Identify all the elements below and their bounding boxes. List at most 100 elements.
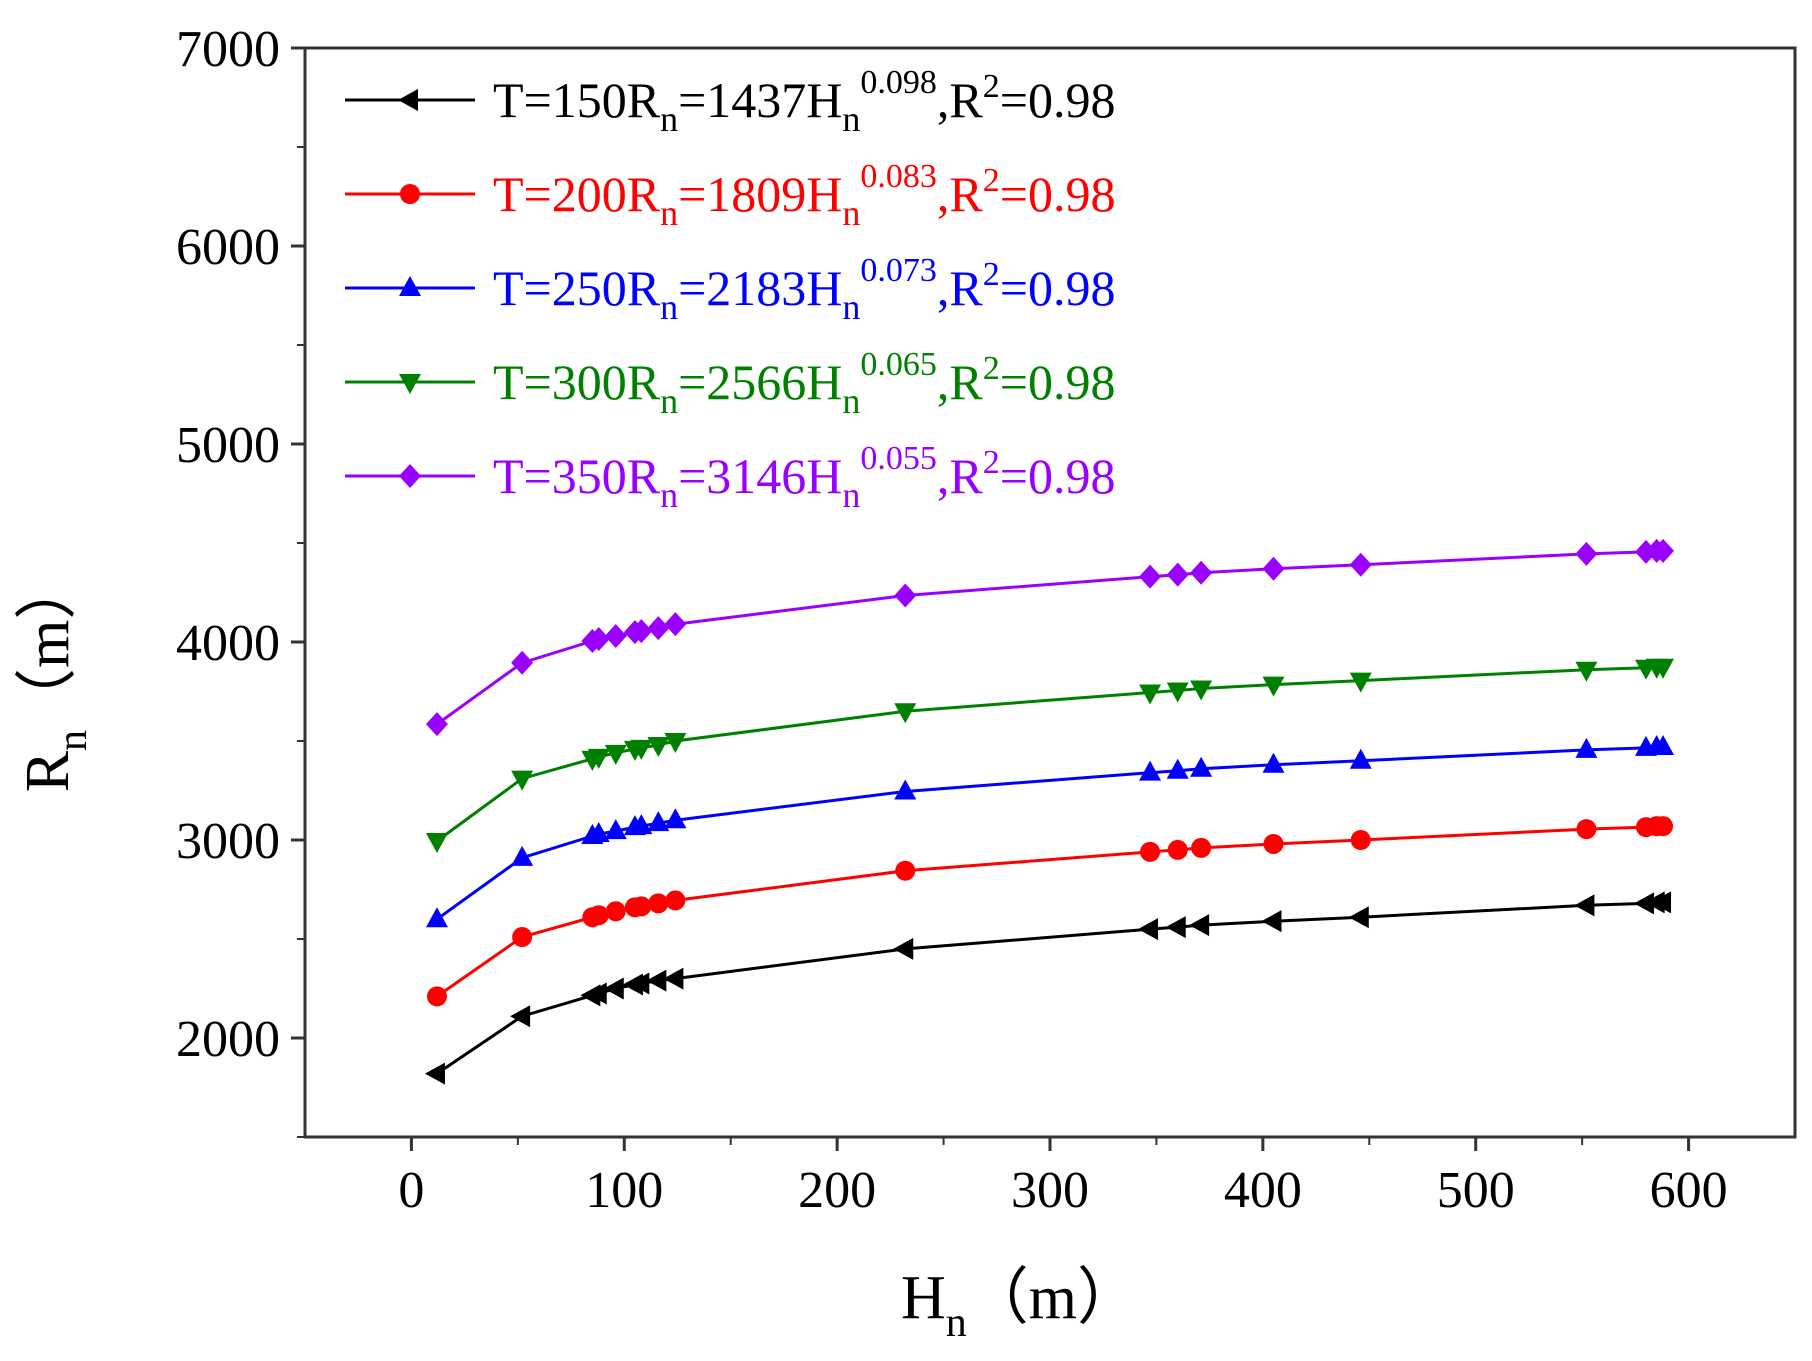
data-point xyxy=(647,736,670,757)
y-tick-label: 7000 xyxy=(176,21,280,78)
y-tick-label: 4000 xyxy=(176,615,280,672)
data-point xyxy=(1575,541,1598,566)
data-point xyxy=(511,770,534,791)
data-point xyxy=(664,808,687,829)
x-tick-label: 200 xyxy=(798,1162,876,1219)
data-point xyxy=(511,650,534,675)
data-point xyxy=(664,733,687,753)
data-point xyxy=(1139,684,1162,705)
data-point xyxy=(512,927,533,948)
data-point xyxy=(1139,760,1162,781)
series-T-350 xyxy=(425,538,1675,737)
data-point xyxy=(510,1005,531,1028)
data-point xyxy=(424,1062,445,1085)
data-point xyxy=(664,612,687,637)
series-T-150 xyxy=(424,891,1672,1085)
data-point xyxy=(1262,752,1285,773)
data-point xyxy=(1574,894,1595,917)
series-T-200 xyxy=(426,816,1674,1007)
y-axis-title: Rn（m） xyxy=(14,558,96,793)
data-point xyxy=(1575,661,1598,682)
data-point xyxy=(1261,910,1282,933)
data-point xyxy=(1190,756,1213,777)
x-tick-label: 0 xyxy=(398,1162,424,1219)
data-point xyxy=(426,986,447,1007)
data-point xyxy=(587,627,610,652)
data-point xyxy=(1165,916,1186,939)
data-point xyxy=(604,624,627,649)
legend-marker xyxy=(399,464,421,488)
data-point xyxy=(647,616,670,641)
data-point xyxy=(1350,830,1371,850)
data-point xyxy=(1138,918,1159,941)
data-point xyxy=(1190,560,1213,585)
data-point xyxy=(605,901,626,922)
data-point xyxy=(1653,816,1674,837)
legend-label: T=350Rn=3146Hn0.055,R2=0.98 xyxy=(493,440,1115,515)
data-point xyxy=(646,969,667,992)
data-point xyxy=(425,907,448,928)
legend: T=150Rn=1437Hn0.098,R2=0.98 T=200Rn=1809H… xyxy=(345,64,1115,515)
legend-label: T=200Rn=1809Hn0.083,R2=0.98 xyxy=(493,158,1115,233)
legend-item-T-250: T=250Rn=2183Hn0.073,R2=0.98 xyxy=(345,252,1115,327)
data-point xyxy=(1167,839,1188,860)
data-point xyxy=(1191,837,1212,858)
data-point xyxy=(1166,562,1189,587)
data-point xyxy=(604,819,627,840)
data-point xyxy=(586,982,607,1005)
data-point xyxy=(1140,841,1161,862)
data-point xyxy=(1349,552,1372,577)
legend-marker xyxy=(399,276,421,296)
data-point xyxy=(587,748,610,769)
data-point xyxy=(1634,892,1654,915)
data-point xyxy=(1139,564,1162,589)
data-point xyxy=(648,893,669,914)
data-point xyxy=(1575,737,1598,758)
axes: 0 100 200 300 400 500 600 2000 3000 4000 5000 6000 7… xyxy=(176,21,1797,1219)
x-axis-title: Hn（m） xyxy=(901,1264,1139,1346)
data-point xyxy=(1576,819,1597,840)
data-point xyxy=(1349,672,1372,693)
y-tick-label: 3000 xyxy=(176,813,280,870)
series-T-250 xyxy=(425,734,1675,928)
data-point xyxy=(1262,676,1285,697)
data-point xyxy=(893,937,914,960)
x-tick-label: 400 xyxy=(1224,1162,1302,1219)
data-point xyxy=(1651,891,1672,914)
data-point xyxy=(663,967,684,990)
legend-marker xyxy=(399,374,421,394)
x-tick-label: 100 xyxy=(585,1162,663,1219)
data-point xyxy=(425,712,448,737)
data-point xyxy=(1652,734,1675,755)
data-point xyxy=(894,583,917,608)
y-tick-label: 5000 xyxy=(176,417,280,474)
data-point xyxy=(511,845,534,866)
data-point xyxy=(603,977,624,1000)
data-point xyxy=(425,832,448,853)
data-point xyxy=(630,619,653,644)
data-point xyxy=(1262,556,1285,581)
data-point xyxy=(647,811,670,832)
data-point xyxy=(1652,658,1675,679)
data-point xyxy=(1190,680,1213,701)
data-point xyxy=(1166,682,1189,703)
legend-item-T-300: T=300Rn=2566Hn0.065,R2=0.98 xyxy=(345,346,1115,421)
legend-label: T=300Rn=2566Hn0.065,R2=0.98 xyxy=(493,346,1115,421)
data-point xyxy=(1189,914,1210,937)
plot-marks xyxy=(424,538,1675,1085)
data-point xyxy=(588,905,609,926)
data-point xyxy=(630,814,653,835)
data-point xyxy=(630,739,653,760)
x-tick-label: 600 xyxy=(1650,1162,1728,1219)
data-point xyxy=(1263,833,1284,854)
data-point xyxy=(894,779,917,800)
x-tick-label: 500 xyxy=(1437,1162,1515,1219)
legend-item-T-150: T=150Rn=1437Hn0.098,R2=0.98 xyxy=(345,64,1115,139)
legend-item-T-200: T=200Rn=1809Hn0.083,R2=0.98 xyxy=(345,158,1115,233)
data-point xyxy=(604,744,627,765)
y-tick-label: 2000 xyxy=(176,1011,280,1068)
data-point xyxy=(894,703,917,724)
legend-marker xyxy=(398,89,418,111)
data-point xyxy=(631,896,652,917)
